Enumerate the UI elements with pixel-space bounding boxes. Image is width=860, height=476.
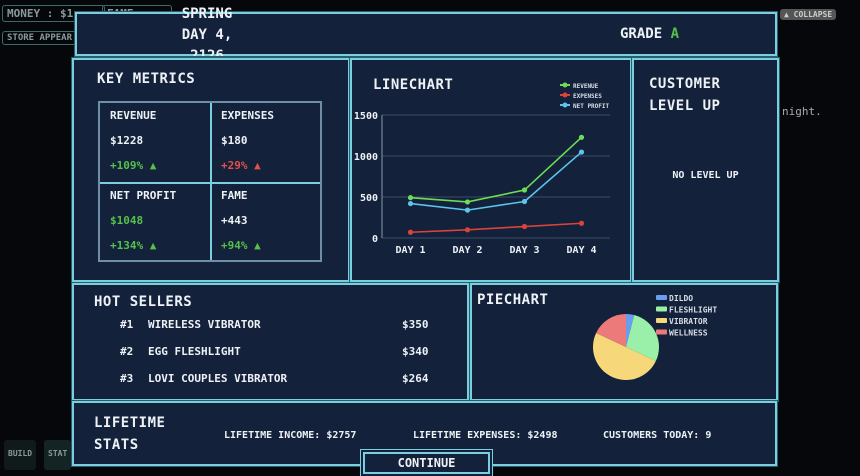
pie-slice xyxy=(626,314,635,347)
data-point xyxy=(578,134,585,140)
metric-fame: FAME +443 +94% ▲ xyxy=(221,189,261,252)
linechart-title: LINECHART xyxy=(373,77,454,93)
season: SPRING xyxy=(181,6,233,22)
data-point xyxy=(407,195,414,201)
y-tick-label: 1000 xyxy=(354,152,378,163)
continue-button[interactable]: CONTINUE xyxy=(363,452,490,474)
pie-slice xyxy=(596,314,626,347)
legend-swatch xyxy=(656,318,667,323)
lifetime-expenses: LIFETIME EXPENSES: $2498 xyxy=(413,430,558,441)
series-line xyxy=(410,151,583,211)
data-point xyxy=(464,207,471,213)
metrics-grid: REVENUE $1228 +109% ▲ EXPENSES $180 +29% ▲ N… xyxy=(98,101,322,262)
x-tick-label: DAY 4 xyxy=(566,245,596,256)
x-tick-label: DAY 3 xyxy=(509,245,539,256)
x-tick-label: DAY 1 xyxy=(395,245,425,256)
x-tick-label: DAY 2 xyxy=(452,245,482,256)
grade: GRADE A xyxy=(620,26,679,42)
linechart-panel: LINECHART 0 500 1000 1500 DAY 1 DAY 2 DAY 3 DAY… xyxy=(350,58,632,282)
data-point xyxy=(578,220,585,226)
header-panel: SPRING DAY 4, 2126 GRADE A xyxy=(75,6,777,56)
data-point xyxy=(521,198,528,205)
legend-label: REVENUE xyxy=(573,83,599,90)
level-up-status: NO LEVEL UP xyxy=(672,170,739,181)
piechart-panel: PIECHART DILDO FLESHLIGHT VIBRATOR WELLNESS xyxy=(470,283,778,401)
legend-label: WELLNESS xyxy=(669,329,708,338)
data-point xyxy=(578,149,585,155)
data-point xyxy=(407,200,414,207)
line-chart: 0 500 1000 1500 DAY 1 DAY 2 DAY 3 DAY 4 REVENUE E… xyxy=(354,82,610,256)
data-point xyxy=(407,229,414,235)
piechart-title: PIECHART xyxy=(477,292,549,308)
trend-up-icon: ▲ xyxy=(149,159,157,172)
stats-button[interactable]: STAT xyxy=(44,440,72,470)
legend-label: EXPENSES xyxy=(573,93,602,100)
lifetime-income: LIFETIME INCOME: $2757 xyxy=(224,430,357,441)
series-line xyxy=(410,222,582,234)
trend-up-icon: ▲ xyxy=(149,239,157,252)
key-metrics-title: KEY METRICS xyxy=(97,71,196,87)
data-point xyxy=(521,187,528,193)
customer-level-panel: CUSTOMER LEVEL UP NO LEVEL UP xyxy=(632,58,779,282)
y-tick-label: 500 xyxy=(360,193,378,204)
lifetime-title: LIFETIME xyxy=(94,415,166,431)
collapse-button[interactable]: ▲ COLLAPSE xyxy=(780,9,837,20)
hot-sellers-panel: HOT SELLERS xyxy=(72,283,469,401)
legend-label: FLESHLIGHT xyxy=(669,306,717,315)
grade-label: GRADE xyxy=(620,26,663,42)
legend-swatch xyxy=(656,295,667,300)
legend-swatch xyxy=(656,306,667,312)
level-up-title: LEVEL UP xyxy=(649,98,721,114)
build-button[interactable]: BUILD xyxy=(4,440,37,470)
metric-revenue: REVENUE $1228 +109% ▲ xyxy=(110,109,157,172)
legend-label: NET PROFIT xyxy=(573,103,610,110)
pie-chart: DILDO FLESHLIGHT VIBRATOR WELLNESS xyxy=(593,294,717,380)
year: 2126 xyxy=(190,48,224,56)
pie-slice xyxy=(626,315,659,362)
legend-swatch xyxy=(656,329,667,335)
data-point xyxy=(464,199,471,205)
legend-label: VIBRATOR xyxy=(669,317,708,326)
series-line xyxy=(410,136,583,203)
y-tick-label: 0 xyxy=(372,234,378,245)
data-point xyxy=(521,223,528,230)
grade-value: A xyxy=(670,26,680,42)
hot-sellers-title: HOT SELLERS xyxy=(94,294,193,310)
collapse-label: COLLAPSE xyxy=(793,10,833,19)
legend-marker xyxy=(562,82,568,88)
legend-marker xyxy=(562,102,568,108)
metric-net-profit: NET PROFIT $1048 +134% ▲ xyxy=(110,189,177,252)
stats-title: STATS xyxy=(94,437,139,453)
pie-slice xyxy=(593,332,656,380)
trend-up-icon: ▲ xyxy=(254,159,261,172)
customers-today: CUSTOMERS TODAY: 9 xyxy=(603,430,712,441)
y-tick-label: 1500 xyxy=(354,111,378,122)
legend-marker xyxy=(562,92,568,98)
legend-label: DILDO xyxy=(669,294,693,303)
background-message: night. xyxy=(782,105,822,118)
data-point xyxy=(464,227,471,233)
customer-title: CUSTOMER xyxy=(649,76,721,92)
metric-expenses: EXPENSES $180 +29% ▲ xyxy=(221,109,274,172)
day: DAY 4, xyxy=(181,27,233,43)
trend-up-icon: ▲ xyxy=(254,239,261,252)
